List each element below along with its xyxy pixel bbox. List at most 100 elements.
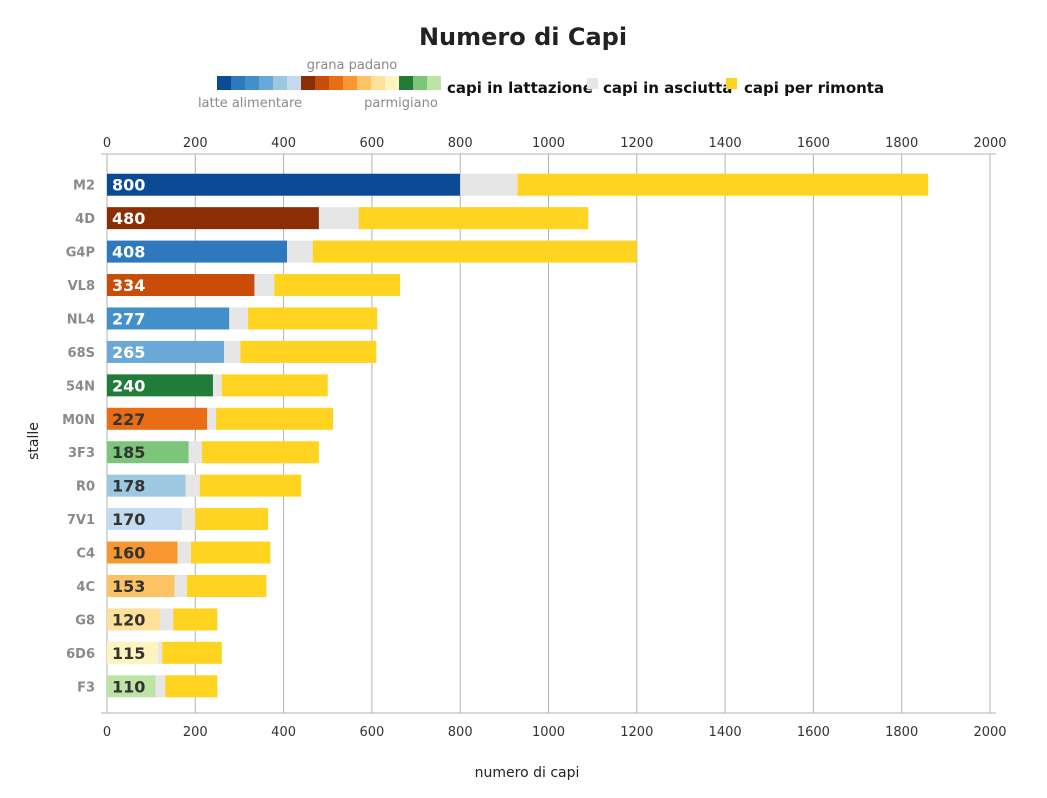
- x-tick-bottom-2000: 2000: [973, 725, 1006, 740]
- legend-swatch-lattazione-0: [217, 76, 231, 90]
- legend-swatch-lattazione-15: [427, 76, 441, 90]
- legend-swatch-lattazione-10: [357, 76, 371, 90]
- bar-68S-rimonta: [240, 340, 377, 363]
- value-label-G4P: 408: [112, 243, 145, 262]
- legend-swatch-lattazione-14: [413, 76, 427, 90]
- bar-6D6-asciutta: [157, 641, 163, 664]
- bar-4D-asciutta: [318, 207, 359, 230]
- legend-swatch-lattazione-2: [245, 76, 259, 90]
- legend-swatch-lattazione-3: [259, 76, 273, 90]
- bar-4D-lattazione: [107, 207, 319, 230]
- category-label-VL8: VL8: [68, 279, 95, 294]
- legend-sublabel-grana: grana padano: [307, 58, 398, 73]
- value-label-NL4: 277: [112, 309, 145, 328]
- bar-F3-lattazione: [107, 675, 156, 698]
- x-axis-title: numero di capi: [475, 765, 580, 781]
- legend-swatch-asciutta: [587, 78, 598, 89]
- bar-7V1-rimonta: [195, 508, 269, 531]
- x-tick-bottom-200: 200: [183, 725, 208, 740]
- x-tick-top-1800: 1800: [885, 136, 918, 151]
- value-label-68S: 265: [112, 343, 145, 362]
- bar-3F3-asciutta: [188, 441, 202, 464]
- x-tick-top-1200: 1200: [620, 136, 653, 151]
- value-label-F3: 110: [112, 677, 145, 696]
- category-label-M2: M2: [73, 179, 95, 194]
- value-label-4D: 480: [112, 209, 145, 228]
- bar-54N-rimonta: [221, 374, 328, 397]
- value-label-3F3: 185: [112, 443, 145, 462]
- x-tick-bottom-1000: 1000: [532, 725, 565, 740]
- category-label-G4P: G4P: [66, 246, 95, 261]
- bar-NL4-rimonta: [247, 307, 378, 330]
- chart-title: Numero di Capi: [419, 23, 627, 51]
- legend-sublabel-parmigiano: parmigiano: [364, 96, 438, 111]
- category-label-G8: G8: [75, 613, 95, 628]
- value-label-R0: 178: [112, 477, 145, 496]
- value-label-54N: 240: [112, 376, 145, 395]
- bar-4C-asciutta: [174, 574, 187, 597]
- bar-M2-rimonta: [517, 173, 929, 196]
- bar-68S-lattazione: [107, 340, 224, 363]
- bar-3F3-lattazione: [107, 441, 189, 464]
- value-label-G8: 120: [112, 610, 145, 629]
- bar-M0N-asciutta: [207, 407, 217, 430]
- legend-swatch-lattazione-4: [273, 76, 287, 90]
- x-tick-top-600: 600: [359, 136, 384, 151]
- bar-NL4-lattazione: [107, 307, 230, 330]
- legend-swatch-lattazione-9: [343, 76, 357, 90]
- legend: grana padano latte alimentare parmigiano…: [198, 58, 884, 111]
- value-label-VL8: 334: [112, 276, 145, 295]
- bar-M0N-lattazione: [107, 407, 208, 430]
- value-label-4C: 153: [112, 577, 145, 596]
- category-label-R0: R0: [76, 480, 95, 495]
- x-axis-top-ticks: 0 200 400 600 800 1000 1200 1400 1600 1800 2000: [103, 136, 1007, 151]
- legend-swatch-lattazione-12: [385, 76, 399, 90]
- x-tick-bottom-1400: 1400: [709, 725, 742, 740]
- bar-4C-rimonta: [186, 574, 267, 597]
- bar-54N-asciutta: [212, 374, 222, 397]
- bar-4D-rimonta: [358, 207, 589, 230]
- bar-7V1-asciutta: [182, 508, 196, 531]
- x-tick-top-0: 0: [103, 136, 111, 151]
- gridlines: [101, 153, 996, 714]
- legend-label-rimonta: capi per rimonta: [744, 79, 884, 97]
- bar-6D6-lattazione: [107, 641, 158, 664]
- category-label-M0N: M0N: [62, 413, 95, 428]
- x-tick-bottom-800: 800: [448, 725, 473, 740]
- legend-swatch-lattazione-13: [399, 76, 413, 90]
- legend-swatch-lattazione-5: [287, 76, 301, 90]
- bar-R0-lattazione: [107, 474, 186, 497]
- legend-label-asciutta: capi in asciutta: [603, 79, 732, 97]
- x-tick-bottom-1600: 1600: [797, 725, 830, 740]
- legend-label-lattazione: capi in lattazione: [447, 79, 593, 97]
- x-tick-bottom-1200: 1200: [620, 725, 653, 740]
- x-tick-top-2000: 2000: [973, 136, 1006, 151]
- bars: 800 480 408 334 277 265 240 227 185 178 170 160 153 1…: [107, 173, 929, 698]
- bar-G4P-rimonta: [312, 240, 637, 263]
- legend-swatch-lattazione-7: [315, 76, 329, 90]
- x-axis-bottom-ticks: 0 200 400 600 800 1000 1200 1400 1600 1800 2000: [103, 725, 1007, 740]
- x-tick-bottom-1800: 1800: [885, 725, 918, 740]
- x-tick-top-1600: 1600: [797, 136, 830, 151]
- bar-F3-asciutta: [155, 675, 166, 698]
- bar-G8-asciutta: [159, 608, 174, 631]
- value-label-C4: 160: [112, 544, 145, 563]
- category-label-F3: F3: [77, 680, 95, 695]
- x-tick-top-1000: 1000: [532, 136, 565, 151]
- bar-M0N-rimonta: [216, 407, 334, 430]
- bar-G8-rimonta: [173, 608, 218, 631]
- legend-swatch-lattazione-1: [231, 76, 245, 90]
- y-axis-categories: M2 4D G4P VL8 NL4 68S 54N M0N 3F3 R0 7V1 C4 4C G8 6D6 F…: [62, 179, 95, 696]
- bar-C4-lattazione: [107, 541, 178, 564]
- bar-68S-asciutta: [223, 340, 241, 363]
- x-tick-top-200: 200: [183, 136, 208, 151]
- category-label-C4: C4: [76, 547, 95, 562]
- x-tick-top-400: 400: [271, 136, 296, 151]
- bar-54N-lattazione: [107, 374, 213, 397]
- x-tick-bottom-600: 600: [359, 725, 384, 740]
- bar-3F3-rimonta: [201, 441, 319, 464]
- category-label-6D6: 6D6: [66, 647, 95, 662]
- category-label-68S: 68S: [68, 346, 95, 361]
- legend-swatch-lattazione-11: [371, 76, 385, 90]
